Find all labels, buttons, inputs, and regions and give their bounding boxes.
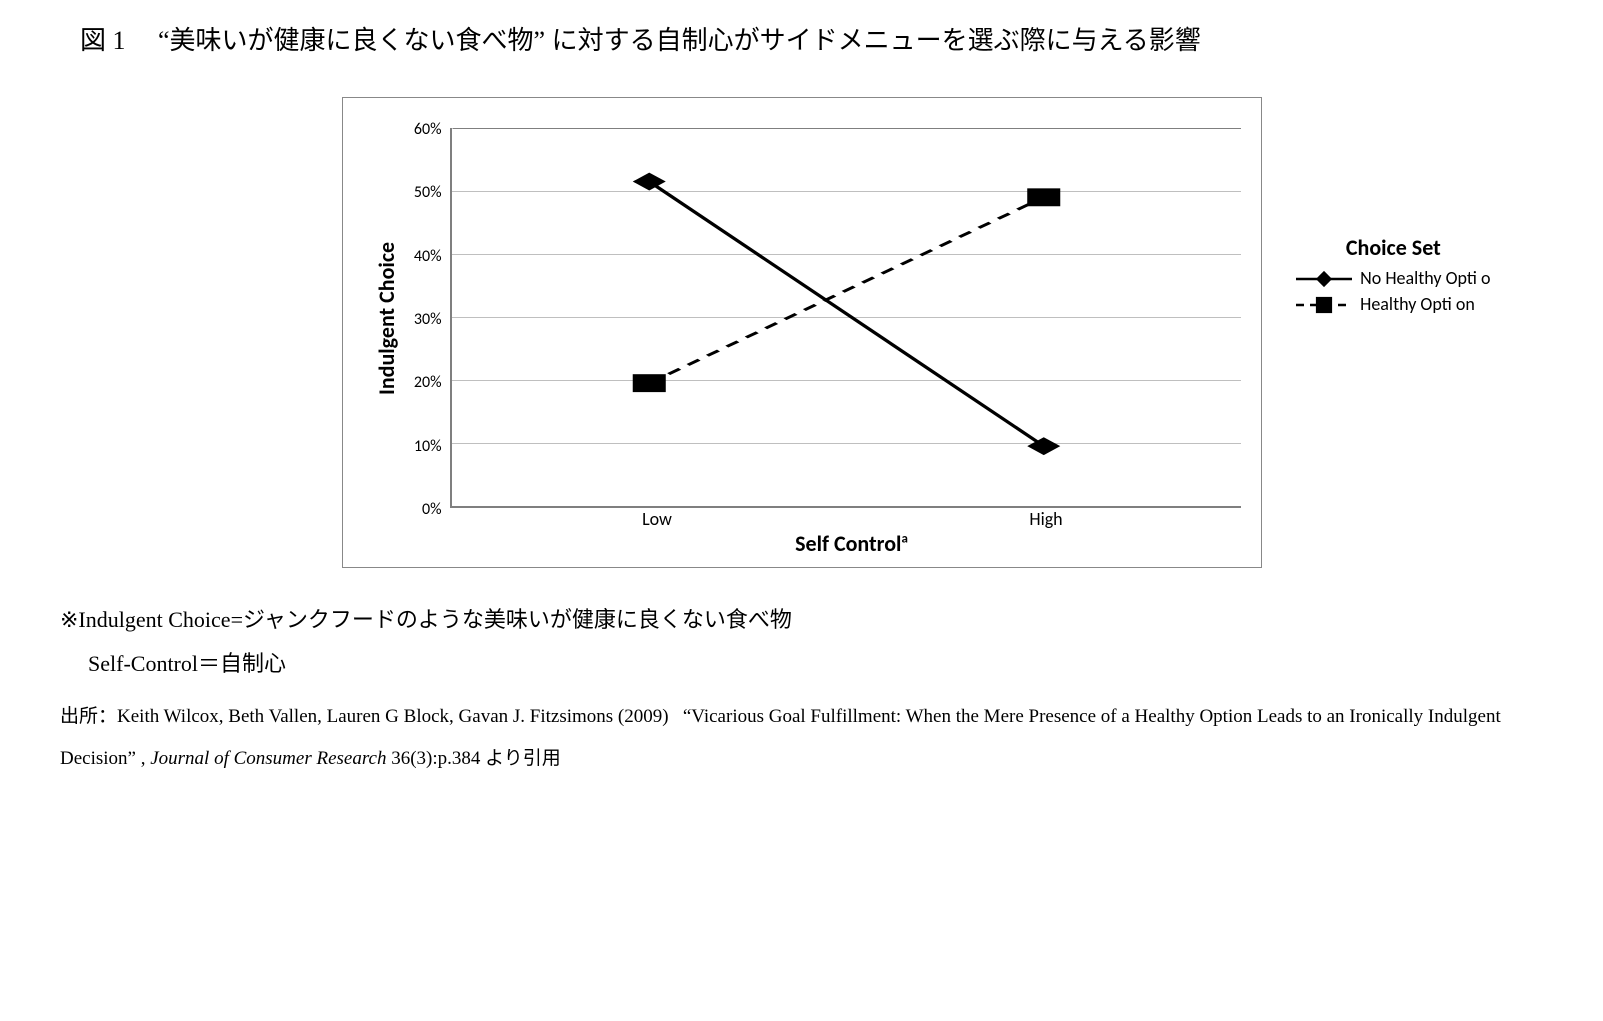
x-tick: High	[852, 508, 1241, 530]
plot-area: Choice Set No Healthy Opti oHealthy Opti…	[450, 128, 1241, 508]
notes-block: ※Indulgent Choice=ジャンクフードのような美味いが健康に良くない…	[60, 598, 1543, 686]
note-line-2: Self-Control＝自制心	[60, 642, 1543, 686]
note-line-1: ※Indulgent Choice=ジャンクフードのような美味いが健康に良くない…	[60, 598, 1543, 642]
legend-label: Healthy Opti on	[1360, 293, 1475, 315]
source-prefix: 出所：	[60, 706, 117, 727]
plot-svg	[452, 128, 1241, 506]
legend-swatch	[1296, 270, 1352, 286]
legend: Choice Set No Healthy Opti o Healthy Opti…	[1296, 234, 1490, 319]
series-marker	[1027, 188, 1060, 206]
legend-item: Healthy Opti on	[1296, 293, 1490, 315]
series-marker	[632, 374, 665, 392]
source-block: 出所：Keith Wilcox, Beth Vallen, Lauren G B…	[60, 696, 1543, 780]
x-axis-label: Self Controla	[463, 530, 1241, 557]
series-line	[649, 197, 1044, 383]
x-tick: Low	[463, 508, 852, 530]
figure-title: 図 1 “美味いが健康に良くない食べ物” に対する自制心がサイドメニューを選ぶ際…	[60, 20, 1543, 57]
legend-item: No Healthy Opti o	[1296, 267, 1490, 289]
y-axis-label: Indulgent Choice	[363, 128, 410, 508]
chart-container: Indulgent Choice 60%50%40%30%20%10%0% Ch…	[342, 97, 1262, 568]
source-journal: Journal of Consumer Research	[150, 748, 386, 769]
x-axis-ticks: LowHigh	[463, 508, 1241, 530]
legend-title: Choice Set	[1296, 234, 1490, 261]
series-line	[649, 182, 1044, 447]
legend-label: No Healthy Opti o	[1360, 267, 1490, 289]
y-axis-ticks: 60%50%40%30%20%10%0%	[410, 128, 450, 508]
legend-swatch	[1296, 296, 1352, 312]
source-tail: 36(3):p.384 より引用	[386, 748, 560, 769]
source-authors: Keith Wilcox, Beth Vallen, Lauren G Bloc…	[117, 706, 669, 727]
chart-box: Indulgent Choice 60%50%40%30%20%10%0% Ch…	[342, 97, 1262, 568]
